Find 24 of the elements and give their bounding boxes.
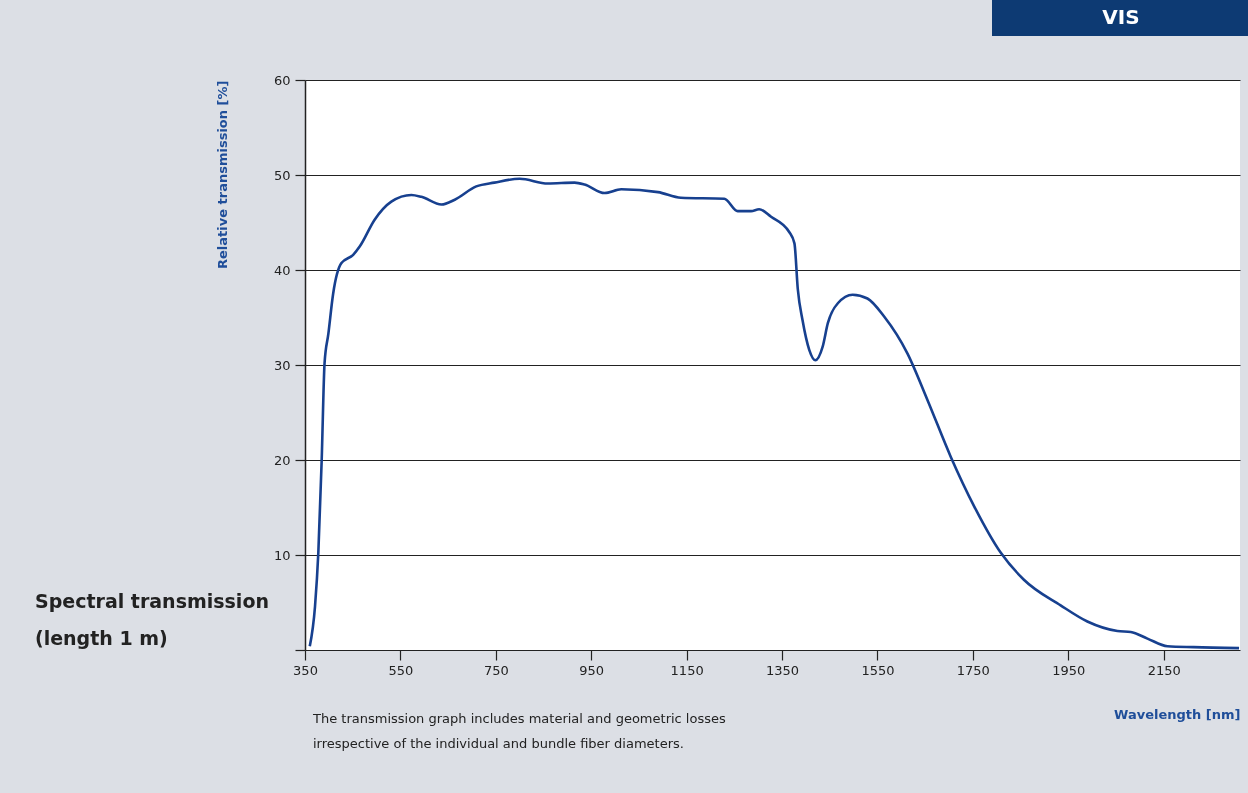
line-series bbox=[308, 177, 1241, 650]
text: Spectral transmission bbox=[35, 590, 269, 612]
y-tick-label: 50 bbox=[273, 167, 291, 183]
x-tick-label: 1150 bbox=[670, 662, 704, 678]
x-axis-title: Wavelength [nm] bbox=[1114, 706, 1241, 722]
x-tick-label: 550 bbox=[388, 662, 414, 678]
y-axis-title: Relative transmission [%] bbox=[214, 80, 230, 269]
x-tick-label: 1350 bbox=[765, 662, 800, 678]
x-tick-label: 2150 bbox=[1147, 662, 1181, 678]
x-tick-label: 1550 bbox=[861, 662, 895, 678]
text: irrespective of the individual and bundle fiber diameters. bbox=[313, 736, 684, 751]
x-tick-label: 350 bbox=[293, 662, 318, 678]
x-tick-label: 1950 bbox=[1052, 662, 1086, 678]
y-tick-label: 20 bbox=[273, 452, 291, 468]
text: (length 1 m) bbox=[35, 627, 168, 649]
x-tick-label: 750 bbox=[483, 662, 509, 678]
x-tick-label: 950 bbox=[579, 662, 605, 678]
y-tick-label: 30 bbox=[273, 357, 291, 373]
y-tick-label: 10 bbox=[273, 547, 291, 563]
x-tick-label: 1750 bbox=[956, 662, 990, 678]
text: The transmission graph includes material and geometric losses bbox=[312, 711, 726, 726]
text: VIS bbox=[1102, 5, 1140, 29]
y-tick-label: 60 bbox=[273, 72, 291, 88]
y-tick-label: 40 bbox=[273, 262, 291, 278]
